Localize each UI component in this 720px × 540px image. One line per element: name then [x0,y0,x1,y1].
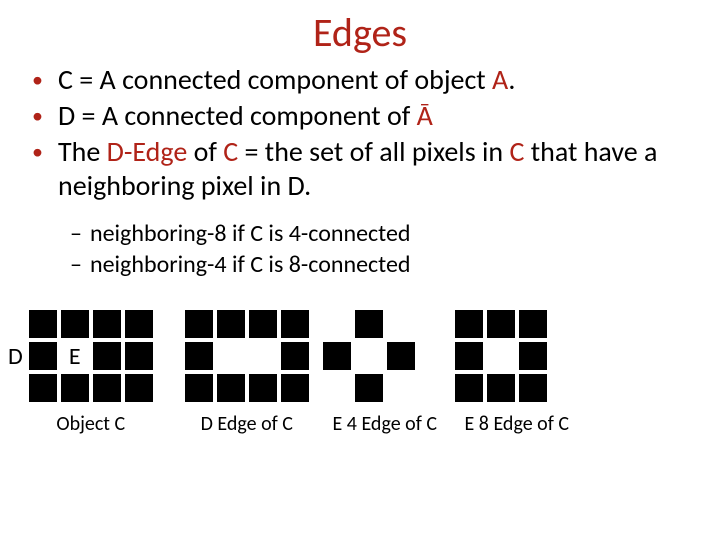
pixel-filled [29,342,57,370]
pixel-empty [419,310,447,338]
pixel-empty [551,374,579,402]
pixel-filled [487,310,515,338]
bullet-text: D = A connected component of Ā [58,99,696,133]
pixel-filled [217,310,245,338]
pixel-filled [487,374,515,402]
pixel-filled [93,310,121,338]
diagram-block: D Edge of C [185,310,309,436]
pixel-grid [185,310,309,402]
diagram-caption: E 4 Edge of C [333,412,437,436]
pixel-filled [185,374,213,402]
pixel-empty [217,342,245,370]
bullet-dot: • [32,63,58,97]
bullet-item: • C = A connected component of object A. [32,63,696,97]
pixel-filled [519,342,547,370]
pixel-filled [323,342,351,370]
text-run: . [508,62,515,97]
pixel-filled [125,342,153,370]
pixel-empty [419,342,447,370]
pixel-empty [249,342,277,370]
diagram-block: E 4 Edge of C [323,310,447,436]
pixel-filled [455,374,483,402]
bullet-item: • The D-Edge of C = the set of all pixel… [32,135,696,203]
subbullet-text: neighboring-8 if C is 4-connected [90,219,411,248]
pixel-filled [185,310,213,338]
d-label: D [6,310,29,402]
text-accent: D-Edge [107,134,188,169]
text-accent: C [509,134,524,169]
pixel-empty [551,342,579,370]
text-accent: A [492,62,508,97]
bullet-list: • C = A connected component of object A.… [0,63,720,204]
text-run: D = A connected component of [58,98,417,133]
pixel-empty [355,342,383,370]
pixel-empty [323,374,351,402]
pixel-filled [455,342,483,370]
text-run: C = A connected component of object [58,62,492,97]
e-label: E [61,342,89,370]
pixel-empty [323,310,351,338]
pixel-grid [455,310,579,402]
pixel-filled [93,374,121,402]
diagram-block: E 8 Edge of C [455,310,579,436]
text-run: of [187,134,223,169]
pixel-filled [519,374,547,402]
pixel-filled [281,374,309,402]
bullet-text: The D-Edge of C = the set of all pixels … [58,135,696,203]
pixel-filled [455,310,483,338]
bullet-text: C = A connected component of object A. [58,63,696,97]
pixel-grid: E [29,310,153,402]
slide-title: Edges [0,0,720,63]
bullet-dot: • [32,135,58,169]
text-accent: C [223,134,238,169]
pixel-filled [355,310,383,338]
pixel-filled [29,310,57,338]
pixel-filled [29,374,57,402]
text-run: The [58,134,107,169]
dash-icon: – [70,218,90,249]
pixel-filled [217,374,245,402]
subbullet-text: neighboring-4 if C is 8-connected [90,250,411,279]
pixel-empty [551,310,579,338]
pixel-filled [281,310,309,338]
bullet-dot: • [32,99,58,133]
subbullet-item: –neighboring-4 if C is 8-connected [70,249,720,280]
pixel-filled [93,342,121,370]
pixel-grid [323,310,447,402]
pixel-filled [61,310,89,338]
subbullet-list: –neighboring-8 if C is 4-connected –neig… [0,218,720,280]
pixel-filled [249,374,277,402]
pixel-filled [125,374,153,402]
diagram-caption: Object C [56,412,125,436]
pixel-empty [487,342,515,370]
diagram-caption: E 8 Edge of C [465,412,569,436]
pixel-filled [185,342,213,370]
dash-icon: – [70,249,90,280]
bullet-item: • D = A connected component of Ā [32,99,696,133]
diagram-block: E Object C [29,310,153,436]
pixel-filled [281,342,309,370]
diagram-row: D E Object C D Edge of C E 4 Edge of C E 8 E… [0,296,720,436]
pixel-empty [387,310,415,338]
subbullet-item: –neighboring-8 if C is 4-connected [70,218,720,249]
pixel-filled [125,310,153,338]
pixel-filled [519,310,547,338]
diagram-caption: D Edge of C [201,412,293,436]
text-run: = the set of all pixels in [238,134,509,169]
pixel-filled [249,310,277,338]
pixel-empty [419,374,447,402]
text-accent: Ā [417,98,433,133]
pixel-filled [387,342,415,370]
pixel-filled [61,374,89,402]
pixel-empty [387,374,415,402]
pixel-filled [355,374,383,402]
